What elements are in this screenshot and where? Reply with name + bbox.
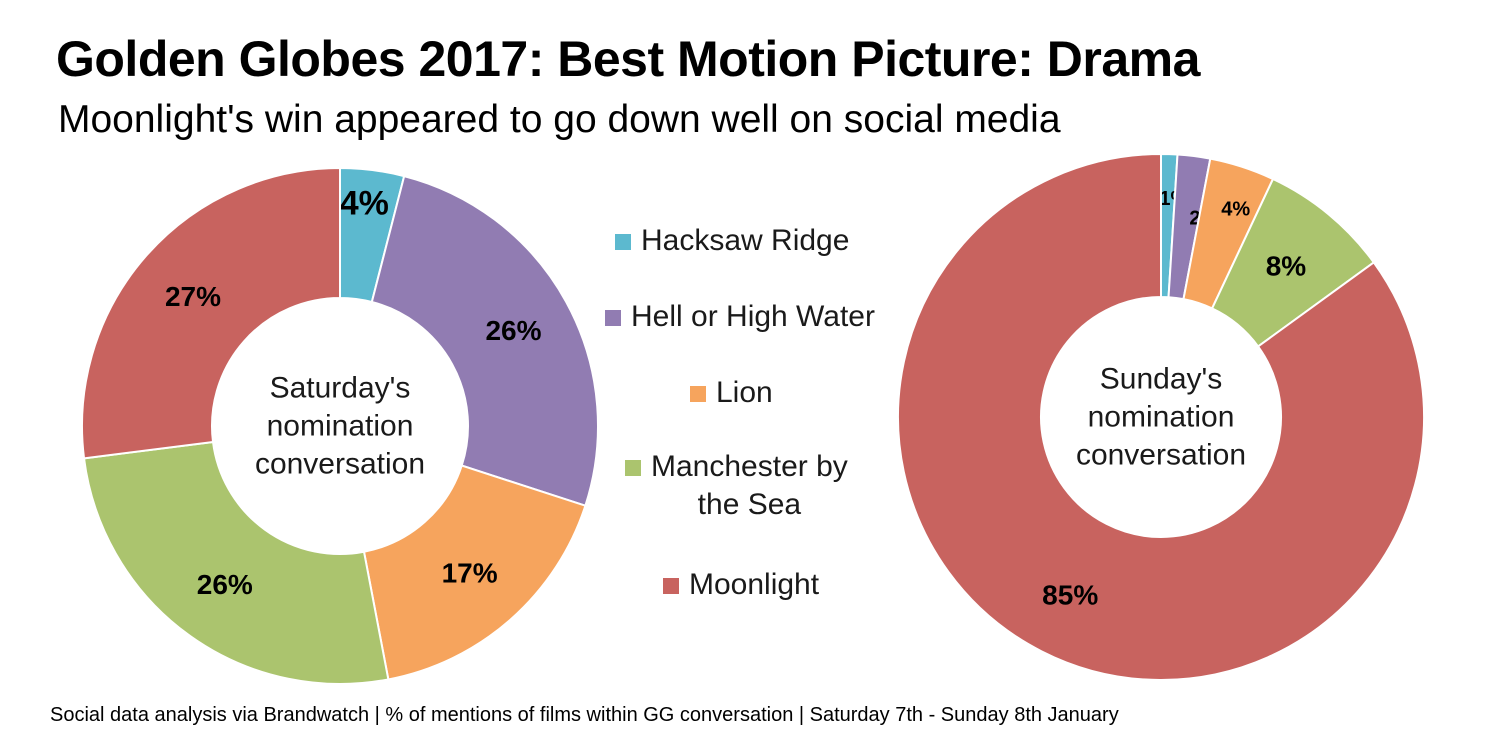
slice-data-label: 8%: [1266, 250, 1307, 281]
slice-data-label: 26%: [485, 315, 541, 346]
legend-label: Lion: [716, 376, 773, 409]
donut-center-label: conversation: [255, 448, 425, 481]
slice-data-label: 17%: [442, 558, 498, 589]
chart-subtitle: Moonlight's win appeared to go down well…: [58, 98, 1061, 141]
donut-center-label: nomination: [267, 410, 414, 443]
slice-manchester-by-the-sea: [82, 440, 390, 685]
slice-data-label: 4%: [1221, 199, 1250, 221]
legend-swatch: [605, 310, 621, 326]
slice-moonlight: [81, 166, 341, 460]
legend-label: Moonlight: [689, 568, 820, 601]
source-footnote: Social data analysis via Brandwatch | % …: [50, 704, 1119, 726]
sunday-donut-chart: 1%2%4%8%85%Sunday'snominationconversatio…: [897, 152, 1425, 681]
slice-hell-or-high-water: [370, 174, 599, 507]
donut-center-label: Saturday's: [270, 372, 411, 405]
legend-item: Moonlight: [663, 566, 963, 604]
slice-data-label: 4%: [340, 185, 389, 223]
slice-lion: [362, 464, 587, 681]
donut-charts: 4% 26% 17% 26% 27% Saturday's nomination conver…: [81, 152, 1425, 685]
legend-item: Lion: [690, 374, 990, 412]
legend-swatch: [615, 234, 631, 250]
slice-data-label: 27%: [165, 281, 221, 312]
legend-swatch: [690, 386, 706, 402]
legend-item: Manchester by the Sea: [625, 448, 925, 524]
legend-label: Hacksaw Ridge: [641, 224, 850, 257]
legend-item: Hell or High Water: [605, 298, 905, 336]
slice-data-label: 26%: [197, 569, 253, 600]
donut-center-label: conversation: [1076, 439, 1246, 472]
saturday-donut-chart: 4% 26% 17% 26% 27% Saturday's nomination conver…: [81, 166, 599, 685]
slice-data-label: 85%: [1042, 580, 1098, 611]
legend-item: Hacksaw Ridge: [615, 222, 915, 260]
legend-swatch: [663, 578, 679, 594]
legend-label: Manchester by the Sea: [651, 450, 848, 521]
legend-label: Hell or High Water: [631, 300, 875, 333]
chart-title: Golden Globes 2017: Best Motion Picture:…: [56, 31, 1200, 87]
legend-swatch: [625, 460, 641, 476]
donut-center-label: nomination: [1088, 401, 1235, 434]
donut-center-label: Sunday's: [1100, 363, 1222, 396]
slice-moonlight: [897, 152, 1425, 681]
